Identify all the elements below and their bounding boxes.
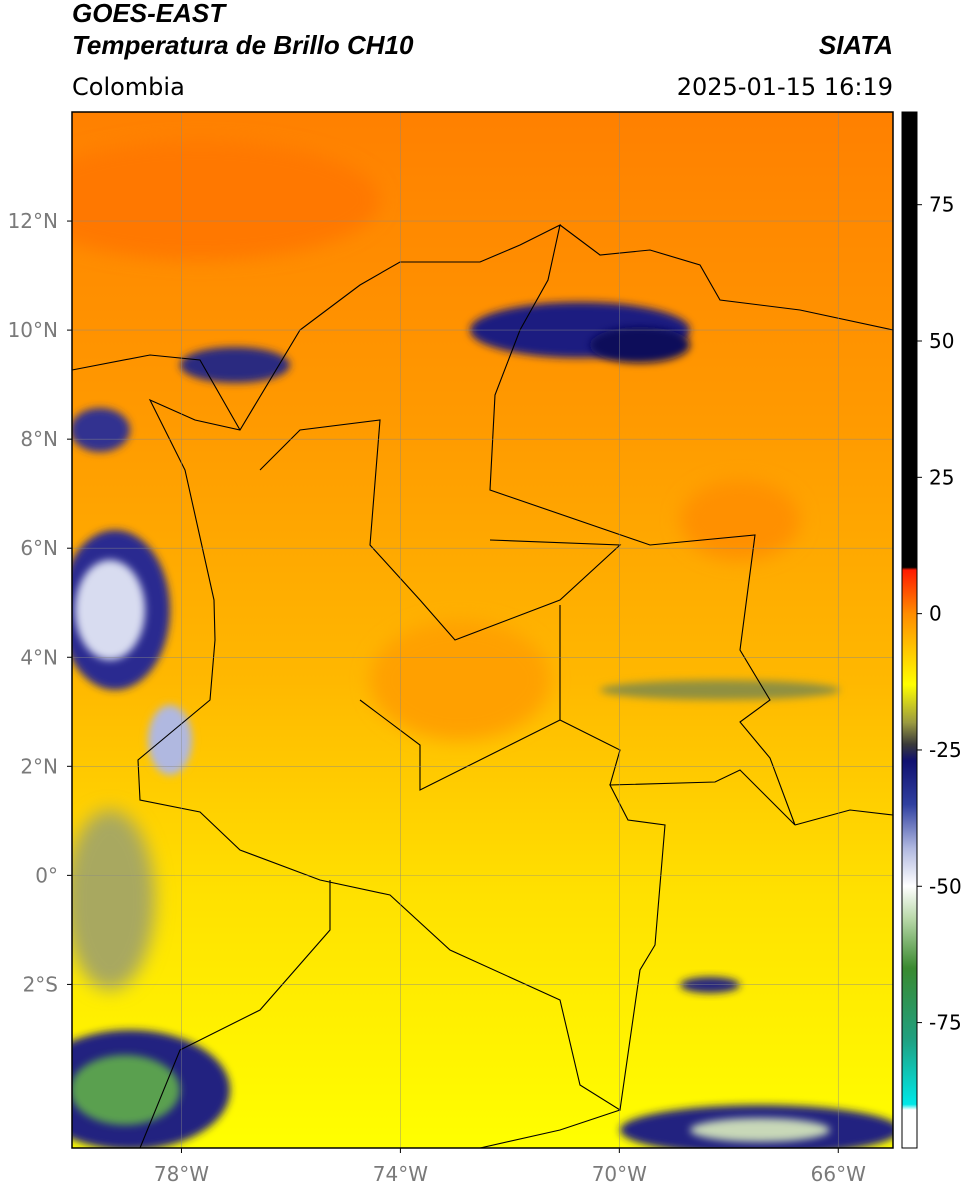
y-tick-label: 2°S: [23, 972, 58, 996]
source: SIATA: [819, 30, 893, 60]
x-tick-label: 66°W: [811, 1162, 866, 1186]
colorbar-tick-label: -25: [929, 738, 962, 762]
department-line: [359, 699, 621, 791]
y-tick-label: 0°: [35, 863, 58, 887]
map-image: [72, 112, 893, 1148]
x-tick-label: 74°W: [373, 1162, 428, 1186]
subtitle: Temperatura de Brillo CH10: [72, 30, 414, 60]
colorbar-tick-label: 50: [929, 329, 954, 353]
colorbar-tick-label: 0: [929, 602, 942, 626]
coastline: [72, 354, 241, 431]
map-frame: [71, 111, 894, 1149]
y-tick-label: 12°N: [8, 209, 58, 233]
colorbar-tick-label: 25: [929, 465, 954, 489]
border-line: [139, 880, 331, 1148]
border-line: [479, 1109, 621, 1148]
x-tick-label: 70°W: [592, 1162, 647, 1186]
title: GOES-EAST: [72, 0, 227, 28]
region: Colombia: [72, 73, 185, 101]
border-line: [794, 809, 893, 826]
y-tick-label: 10°N: [8, 318, 58, 342]
y-tick-label: 4°N: [20, 645, 58, 669]
department-line: [259, 419, 622, 641]
grid: [72, 112, 893, 1148]
x-tick-label: 78°W: [154, 1162, 209, 1186]
timestamp: 2025-01-15 16:19: [677, 73, 893, 101]
country-outline: [137, 223, 796, 1111]
y-tick-label: 8°N: [20, 427, 58, 451]
y-tick-label: 6°N: [20, 536, 58, 560]
colorbar-tick-label: -50: [929, 874, 962, 898]
coastline: [559, 224, 893, 331]
colorbar-tick-label: 75: [929, 193, 954, 217]
colorbar-tick-label: -75: [929, 1011, 962, 1035]
y-tick-label: 2°N: [20, 754, 58, 778]
colorbar: [901, 111, 918, 1149]
